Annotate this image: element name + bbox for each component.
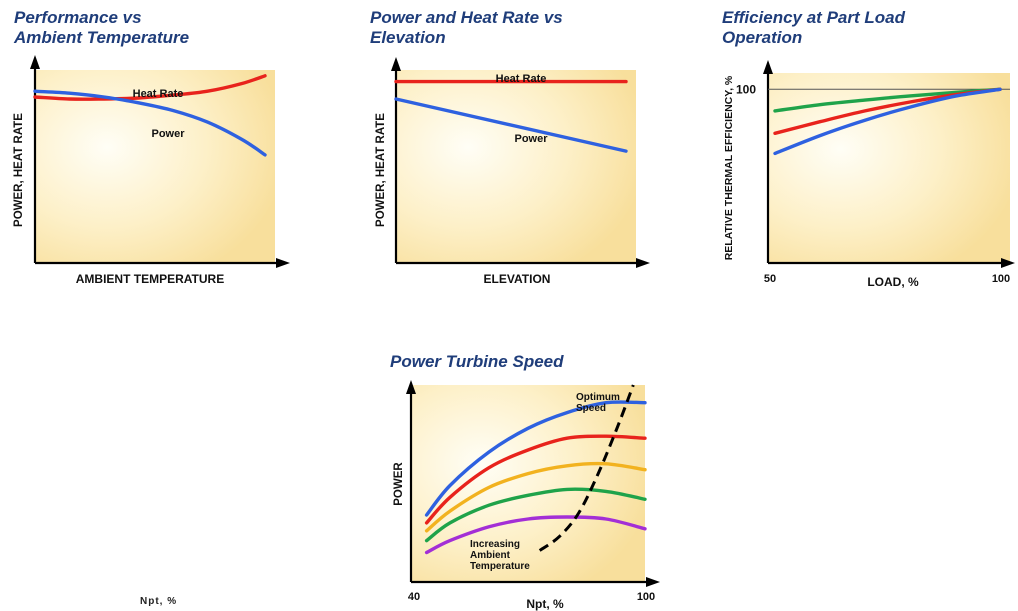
chart-4-series-line-5 [424,515,647,555]
chart-1-series-label-heat-rate: Heat Rate [133,88,184,100]
chart-4-series-line-6 [538,384,635,552]
chart-1-x-axis-label: AMBIENT TEMPERATURE [76,272,224,286]
chart-2-y-axis-arrow [391,57,401,71]
chart-1-series-label-power: Power [151,128,185,140]
chart-1-y-axis-arrow [30,55,40,69]
chart-4-title-line1: Power Turbine Speed [390,352,564,371]
chart-3-title: Efficiency at Part Load Operation [722,8,905,48]
chart-2-plot-background [396,70,636,263]
chart-2-title-line1: Power and Heat Rate vs [370,8,563,27]
chart-4-plot-background [411,385,645,582]
chart-2-x-axis-arrow [636,258,650,268]
chart-1-y-axis-label: POWER, HEAT RATE [13,113,25,227]
stray-axis-label: Npt, % [140,596,178,607]
chart-1-title-line2: Ambient Temperature [14,28,190,47]
chart-2-x-axis-label: ELEVATION [484,272,551,286]
chart-3-y-axis-arrow [763,60,773,74]
chart-1-title-line1: Performance vs [14,8,142,27]
chart-3-y-axis-label: RELATIVE THERMAL EFFICIENCY, % [723,75,735,260]
chart-1-series-line-2 [33,89,267,157]
chart-1-title: Performance vs Ambient Temperature [14,8,189,48]
chart-4-series-line-2 [424,434,647,525]
chart-4-series-line-1 [424,400,647,517]
chart-1-series-line-1 [33,74,267,101]
chart-2-series-line-2 [394,97,628,153]
chart-4-title: Power Turbine Speed [390,352,564,372]
chart-2-title: Power and Heat Rate vs Elevation [370,8,563,48]
chart-3-x-axis-arrow [1001,258,1015,268]
chart-4-annotation-ambient-line1: Increasing [470,539,520,550]
chart-2-series-label-heat-rate: Heat Rate [496,73,547,85]
chart-4-x-axis-label: Npt, % [526,597,564,611]
chart-3-y-tick-label: 100 [736,82,756,96]
chart-2-title-line2: Elevation [370,28,446,47]
chart-4-x-tick-label: 100 [637,591,655,603]
chart-4-annotation-optimum-line2: Speed [576,403,606,414]
chart-3-title-line2: Operation [722,28,803,47]
chart-4-annotation-optimum-line1: Optimum [576,392,620,403]
chart-1-plot-background [35,70,275,263]
chart-3-series-line-1 [773,87,1002,113]
chart-1-x-axis-arrow [276,258,290,268]
chart-3-x-axis-label: LOAD, % [867,275,919,289]
chart-3-x-tick-label: 50 [764,273,776,285]
chart-3-series-line-3 [773,87,1002,156]
chart-4-annotation-ambient-line2: Ambient [470,550,511,561]
chart-4-y-axis-arrow [406,380,416,394]
chart-3-title-line1: Efficiency at Part Load [722,8,905,27]
chart-4-x-axis-arrow [646,577,660,587]
chart-4-y-axis-label: POWER [393,462,405,506]
chart-4-series-line-3 [424,461,647,533]
chart-3-x-tick-label: 100 [992,273,1010,285]
chart-2-series-label-power: Power [514,133,548,145]
chart-4-series-line-4 [424,487,647,543]
chart-2-y-axis-label: POWER, HEAT RATE [375,113,387,227]
chart-4-annotation-ambient-line3: Temperature [470,561,530,572]
chart-4-x-tick-label: 40 [408,591,420,603]
